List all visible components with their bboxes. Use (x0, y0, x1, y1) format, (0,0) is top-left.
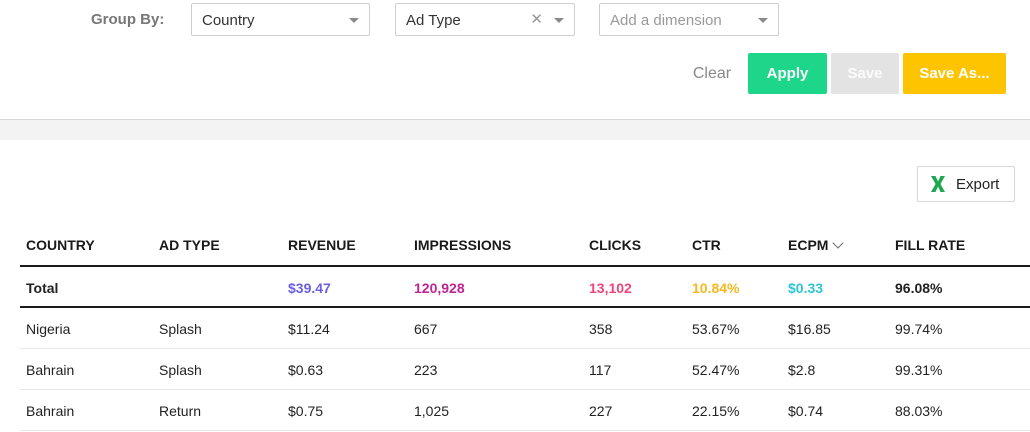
save-as-button[interactable]: Save As... (903, 53, 1006, 94)
cell-impressions: 667 (414, 321, 438, 337)
dimension-select-country[interactable]: Country (191, 3, 370, 36)
column-header-ad-type[interactable]: AD TYPE (159, 237, 220, 253)
table-header-row: COUNTRY AD TYPE REVENUE IMPRESSIONS CLIC… (20, 226, 1030, 267)
cell-ctr: 52.47% (692, 362, 740, 378)
total-impressions: 120,928 (414, 280, 465, 296)
cell-impressions: 223 (414, 362, 438, 378)
cell-revenue: $0.63 (288, 362, 324, 378)
total-row: Total $39.47 120,928 13,102 10.84% $0.33… (20, 267, 1030, 308)
chevron-down-icon[interactable] (758, 18, 768, 23)
cell-country: Nigeria (26, 321, 71, 337)
column-header-fill-rate[interactable]: FILL RATE (895, 237, 966, 253)
cell-clicks: 117 (589, 362, 612, 378)
column-header-impressions[interactable]: IMPRESSIONS (414, 237, 512, 253)
column-header-ecpm[interactable]: ECPM (788, 237, 845, 253)
clear-button[interactable]: Clear (684, 53, 740, 94)
section-divider (0, 119, 1030, 140)
export-button[interactable]: Export (917, 166, 1015, 202)
dimension-select-value: Country (202, 12, 255, 29)
total-label: Total (26, 280, 59, 296)
cell-ad-type: Return (159, 403, 202, 419)
excel-icon (931, 176, 945, 192)
column-header-ctr[interactable]: CTR (692, 237, 721, 253)
column-header-ecpm-label: ECPM (788, 237, 829, 253)
group-by-label: Group By: (91, 11, 165, 28)
cell-country: Bahrain (26, 403, 75, 419)
add-dimension-select[interactable]: Add a dimension (599, 3, 779, 36)
total-revenue: $39.47 (288, 280, 331, 296)
column-header-revenue[interactable]: REVENUE (288, 237, 356, 253)
dimension-select-value: Ad Type (406, 12, 461, 29)
cell-ecpm: $2.8 (788, 362, 816, 378)
chevron-down-icon[interactable] (554, 18, 564, 23)
cell-ctr: 53.67% (692, 321, 740, 337)
cell-country: Bahrain (26, 362, 75, 378)
cell-fill-rate: 99.74% (895, 321, 943, 337)
add-dimension-placeholder: Add a dimension (610, 12, 722, 29)
cell-ad-type: Splash (159, 362, 202, 378)
cell-impressions: 1,025 (414, 403, 450, 419)
cell-ad-type: Splash (159, 321, 202, 337)
total-ctr: 10.84% (692, 280, 740, 296)
sort-descending-icon (832, 237, 845, 249)
clear-selection-icon[interactable]: ✕ (530, 11, 543, 28)
cell-clicks: 227 (589, 403, 613, 419)
save-button[interactable]: Save (831, 53, 899, 94)
column-header-clicks[interactable]: CLICKS (589, 237, 642, 253)
cell-ctr: 22.15% (692, 403, 740, 419)
cell-revenue: $11.24 (288, 321, 330, 337)
table-row: Bahrain Splash $0.63 223 117 52.47% $2.8… (20, 349, 1030, 390)
apply-button[interactable]: Apply (748, 53, 827, 94)
cell-ecpm: $16.85 (788, 321, 831, 337)
cell-fill-rate: 99.31% (895, 362, 943, 378)
total-fill-rate: 96.08% (895, 280, 943, 296)
total-ecpm: $0.33 (788, 280, 824, 296)
cell-revenue: $0.75 (288, 403, 324, 419)
report-table: COUNTRY AD TYPE REVENUE IMPRESSIONS CLIC… (20, 226, 1030, 431)
column-header-country[interactable]: COUNTRY (26, 237, 95, 253)
table-row: Bahrain Return $0.75 1,025 227 22.15% $0… (20, 390, 1030, 431)
total-clicks: 13,102 (589, 280, 632, 296)
cell-fill-rate: 88.03% (895, 403, 943, 419)
dimension-select-ad-type[interactable]: Ad Type ✕ (395, 3, 575, 36)
table-row: Nigeria Splash $11.24 667 358 53.67% $16… (20, 308, 1030, 349)
cell-clicks: 358 (589, 321, 613, 337)
cell-ecpm: $0.74 (788, 403, 824, 419)
export-label: Export (956, 176, 1000, 193)
chevron-down-icon[interactable] (349, 18, 359, 23)
